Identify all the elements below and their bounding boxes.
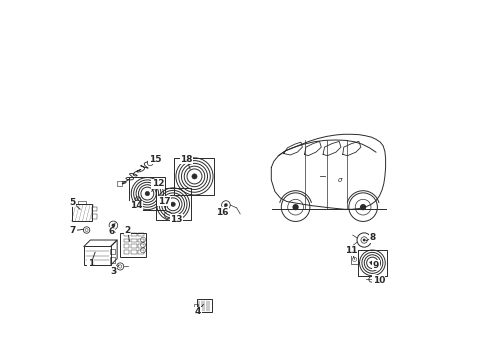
Circle shape bbox=[145, 191, 149, 196]
Text: 3: 3 bbox=[110, 267, 116, 276]
Bar bbox=[138, 239, 143, 242]
Bar bbox=[92, 207, 97, 211]
Text: 15: 15 bbox=[149, 155, 161, 164]
Text: 4: 4 bbox=[195, 307, 201, 316]
Bar bbox=[129, 177, 165, 210]
Bar bbox=[92, 214, 97, 219]
Bar bbox=[155, 188, 190, 220]
Circle shape bbox=[292, 204, 298, 210]
Bar bbox=[123, 239, 129, 242]
Bar bbox=[138, 244, 143, 248]
Bar bbox=[350, 255, 357, 264]
Bar bbox=[71, 204, 92, 221]
Bar bbox=[123, 233, 129, 237]
Circle shape bbox=[224, 203, 227, 207]
Text: 6: 6 bbox=[108, 227, 115, 236]
Bar bbox=[138, 233, 143, 237]
Bar bbox=[357, 250, 386, 276]
Bar bbox=[131, 250, 136, 253]
Circle shape bbox=[170, 202, 175, 207]
Text: 2: 2 bbox=[124, 225, 131, 234]
Text: 17: 17 bbox=[158, 197, 170, 206]
Bar bbox=[131, 244, 136, 248]
Circle shape bbox=[111, 224, 115, 227]
Text: 11: 11 bbox=[345, 246, 357, 255]
Circle shape bbox=[191, 174, 197, 179]
Bar bbox=[110, 257, 115, 263]
Bar bbox=[193, 303, 198, 308]
Bar bbox=[138, 250, 143, 253]
Circle shape bbox=[362, 239, 365, 242]
Circle shape bbox=[369, 261, 374, 265]
Text: 12: 12 bbox=[151, 179, 164, 188]
Bar bbox=[84, 247, 110, 265]
Bar bbox=[120, 233, 145, 257]
Bar bbox=[117, 181, 122, 186]
Text: 9: 9 bbox=[372, 261, 378, 270]
Text: 10: 10 bbox=[372, 275, 384, 284]
Text: 13: 13 bbox=[170, 215, 183, 224]
Text: 8: 8 bbox=[368, 233, 375, 242]
Bar bbox=[197, 300, 211, 312]
Text: 18: 18 bbox=[180, 155, 192, 164]
Circle shape bbox=[359, 204, 366, 210]
Bar bbox=[123, 250, 129, 253]
Bar bbox=[78, 201, 85, 204]
Bar bbox=[131, 239, 136, 242]
Text: 5: 5 bbox=[69, 198, 75, 207]
Text: 14: 14 bbox=[129, 201, 142, 210]
Text: 7: 7 bbox=[70, 226, 76, 235]
Bar bbox=[110, 249, 115, 254]
Text: $\sigma$: $\sigma$ bbox=[336, 176, 343, 184]
Text: 1: 1 bbox=[87, 260, 94, 269]
Bar bbox=[131, 233, 136, 237]
Bar bbox=[174, 158, 214, 195]
Text: 16: 16 bbox=[216, 208, 228, 217]
Bar bbox=[123, 244, 129, 248]
